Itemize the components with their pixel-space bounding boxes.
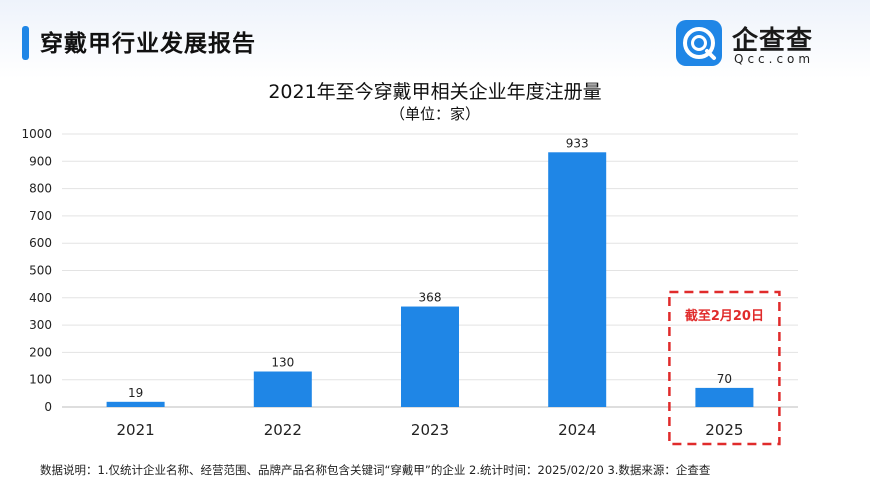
x-tick-label: 2022 <box>264 421 302 439</box>
data-label: 933 <box>566 136 589 150</box>
chart-title: 2021年至今穿戴甲相关企业年度注册量 <box>268 81 602 103</box>
data-label: 19 <box>128 386 143 400</box>
title-accent-bar <box>22 26 29 60</box>
y-tick-label: 200 <box>29 345 52 359</box>
bar <box>695 387 754 407</box>
bar <box>401 306 459 407</box>
y-tick-label: 900 <box>29 154 52 168</box>
bar <box>548 152 607 407</box>
bar <box>106 401 165 407</box>
chart-subtitle: （单位：家） <box>389 105 480 123</box>
qcc-logo-domain: Qcc.com <box>734 52 815 66</box>
x-tick-label: 2024 <box>558 421 596 439</box>
y-tick-label: 300 <box>29 318 52 332</box>
data-label: 130 <box>271 356 294 370</box>
x-tick-label: 2021 <box>117 421 155 439</box>
y-tick-label: 700 <box>29 209 52 223</box>
x-tick-label: 2025 <box>705 421 743 439</box>
data-label: 368 <box>419 291 442 305</box>
y-tick-label: 600 <box>29 236 52 250</box>
data-label: 70 <box>717 372 732 386</box>
y-tick-label: 800 <box>29 182 52 196</box>
y-tick-label: 0 <box>44 400 52 414</box>
annotation-box <box>668 290 781 446</box>
y-tick-label: 400 <box>29 291 52 305</box>
y-tick-label: 100 <box>29 373 52 387</box>
qcc-logo: 企查查 Qcc.com <box>676 20 851 66</box>
bar <box>253 371 312 407</box>
data-footnote: 数据说明：1.仅统计企业名称、经营范围、品牌产品名称包含关键词“穿戴甲”的企业 … <box>40 463 711 477</box>
x-tick-label: 2023 <box>411 421 449 439</box>
y-tick-label: 1000 <box>21 127 52 141</box>
qcc-logo-name: 企查查 <box>732 26 814 56</box>
report-title: 穿戴甲行业发展报告 <box>40 31 256 57</box>
qcc-logo-icon <box>676 20 722 66</box>
y-tick-label: 500 <box>29 264 52 278</box>
annotation-text: 截至2月20日 <box>685 308 764 324</box>
